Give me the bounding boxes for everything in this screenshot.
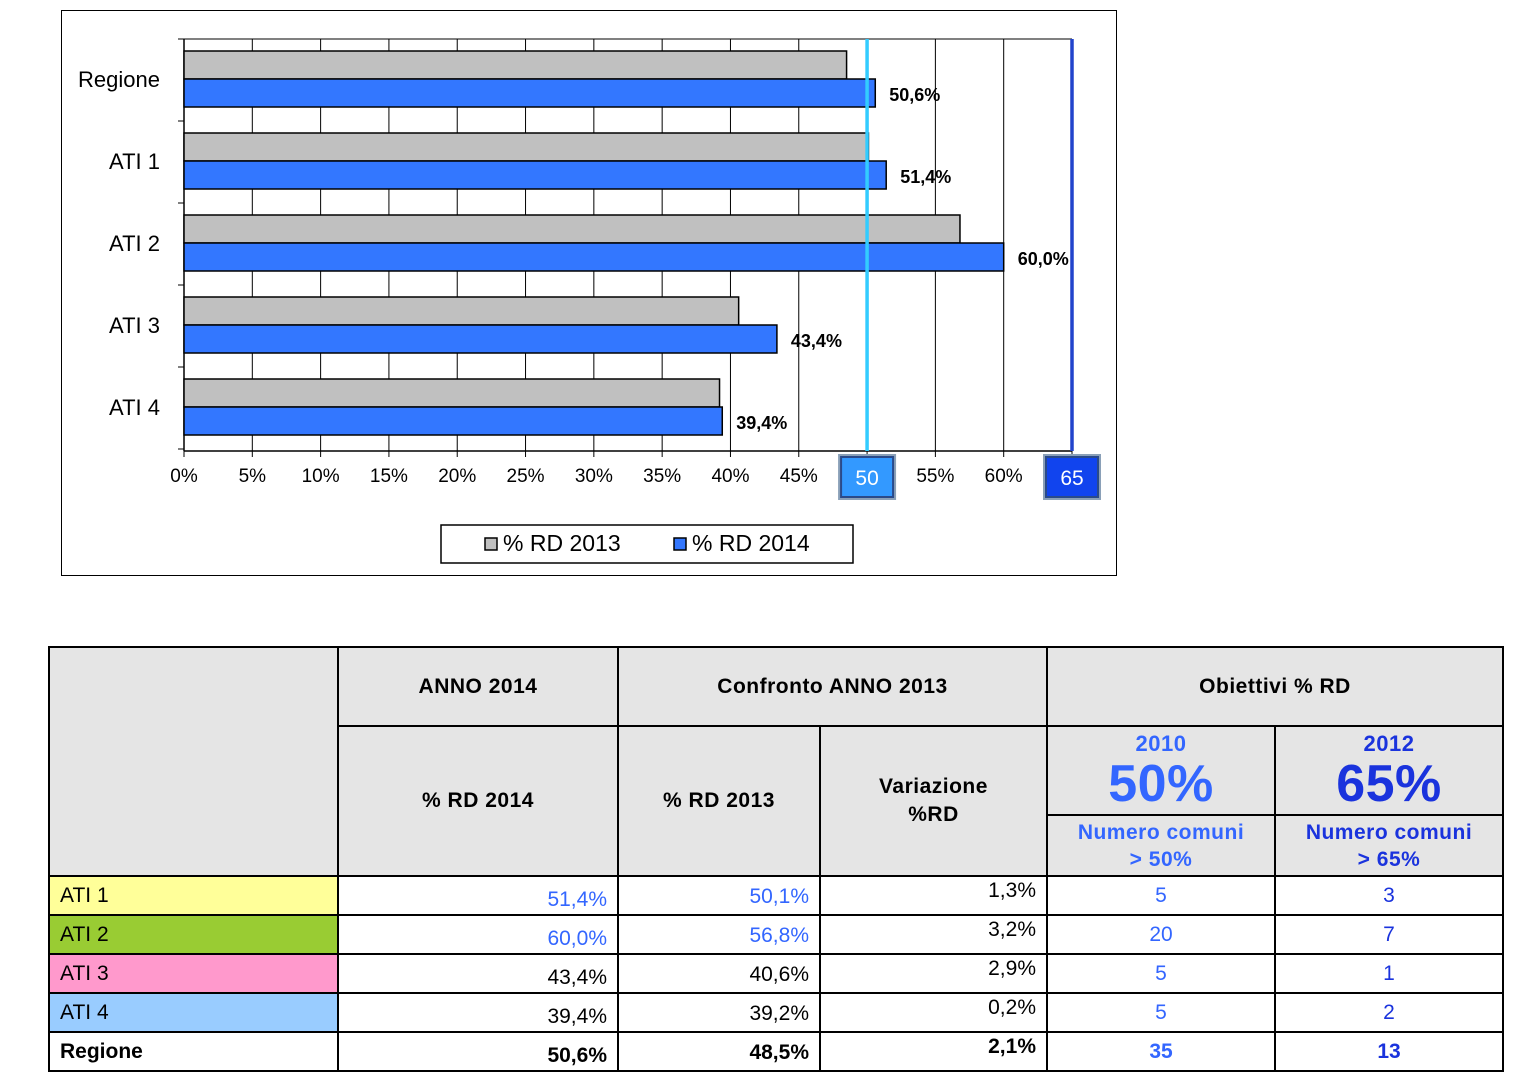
objective-2012-year: 2012 xyxy=(1363,730,1415,756)
category-label: ATI 3 xyxy=(109,313,160,338)
data-label: 60,0% xyxy=(1018,249,1069,269)
category-label: ATI 1 xyxy=(109,149,160,174)
header-empty-cell xyxy=(48,646,339,877)
header-objective-2010: 2010 50% Numero comuni > 50% xyxy=(1046,725,1276,877)
x-tick-label: 40% xyxy=(711,466,749,487)
row-variazione: 3,2% xyxy=(819,914,1048,955)
legend-box xyxy=(440,524,854,564)
header-variazione-line2: %RD xyxy=(908,803,959,826)
row-name: ATI 4 xyxy=(48,992,339,1033)
bar-2013 xyxy=(183,296,740,326)
x-tick-label: 0% xyxy=(170,466,198,487)
bar-2014 xyxy=(183,406,724,436)
row-count-over-50: 5 xyxy=(1046,953,1276,994)
reference-box-50 xyxy=(840,456,895,498)
row-count-over-65: 2 xyxy=(1274,992,1504,1033)
data-label: 51,4% xyxy=(900,167,951,187)
row-rd-2014: 50,6% xyxy=(337,1031,619,1072)
row-name: ATI 1 xyxy=(48,875,339,916)
header-anno-2014: ANNO 2014 xyxy=(337,646,619,727)
row-count-over-50: 5 xyxy=(1046,875,1276,916)
row-rd-2014: 39,4% xyxy=(337,992,619,1033)
row-name: Regione xyxy=(48,1031,339,1072)
x-tick-label: 25% xyxy=(507,466,545,487)
bar-2013 xyxy=(183,378,721,408)
legend-swatch-2014 xyxy=(673,537,687,551)
objective-2012-percent: 65% xyxy=(1336,754,1442,813)
row-count-over-65: 13 xyxy=(1274,1031,1504,1072)
bar-2013 xyxy=(183,132,870,162)
objective-2012-sub2: > 65% xyxy=(1357,847,1421,871)
category-label: ATI 2 xyxy=(109,231,160,256)
header-objective-2012: 2012 65% Numero comuni > 65% xyxy=(1274,725,1504,877)
legend-label-2014: % RD 2014 xyxy=(692,530,810,556)
reference-box-65 xyxy=(1045,456,1099,498)
bar-2014 xyxy=(183,324,778,354)
reference-label-65: 65 xyxy=(1060,467,1083,490)
bar-2014 xyxy=(183,242,1005,272)
row-rd-2013: 50,1% xyxy=(617,875,821,916)
objective-2010-percent: 50% xyxy=(1108,754,1214,813)
data-label: 39,4% xyxy=(736,413,787,433)
row-count-over-65: 1 xyxy=(1274,953,1504,994)
x-tick-label: 55% xyxy=(916,466,954,487)
table-body: ATI 1 51,4% 50,1% 1,3% 5 3 ATI 2 60,0% 56,8% 3,2%… xyxy=(48,875,1504,1072)
bar-2013 xyxy=(183,50,848,80)
table-row: ATI 1 51,4% 50,1% 1,3% 5 3 xyxy=(48,875,1504,916)
row-rd-2013: 40,6% xyxy=(617,953,821,994)
row-count-over-65: 7 xyxy=(1274,914,1504,955)
bar-2014 xyxy=(183,160,887,190)
chart-frame: 50,6% Regione 51,4% ATI 1 60,0% ATI 2 43,4% ATI… xyxy=(61,10,1117,576)
table-row: Regione 50,6% 48,5% 2,1% 35 13 xyxy=(48,1031,1504,1072)
legend-swatch-2013 xyxy=(484,537,498,551)
data-label: 43,4% xyxy=(791,331,842,351)
header-rd-2014: % RD 2014 xyxy=(337,725,619,877)
row-variazione: 0,2% xyxy=(819,992,1048,1033)
row-variazione: 1,3% xyxy=(819,875,1048,916)
row-variazione: 2,9% xyxy=(819,953,1048,994)
x-tick-label: 15% xyxy=(370,466,408,487)
rd-summary-table: ANNO 2014 Confronto ANNO 2013 Obiettivi … xyxy=(48,646,1504,1072)
legend-label-2013: % RD 2013 xyxy=(503,530,621,556)
header-confronto-2013: Confronto ANNO 2013 xyxy=(617,646,1048,727)
bar-2014 xyxy=(183,78,877,108)
header-variazione-line1: Variazione xyxy=(879,775,988,798)
row-rd-2013: 56,8% xyxy=(617,914,821,955)
x-tick-label: 30% xyxy=(575,466,613,487)
row-variazione: 2,1% xyxy=(819,1031,1048,1072)
table-row: ATI 2 60,0% 56,8% 3,2% 20 7 xyxy=(48,914,1504,955)
row-rd-2013: 39,2% xyxy=(617,992,821,1033)
objective-2010-sub1: Numero comuni xyxy=(1077,820,1245,844)
x-tick-label: 35% xyxy=(643,466,681,487)
row-count-over-50: 35 xyxy=(1046,1031,1276,1072)
objective-2012-sub1: Numero comuni xyxy=(1305,820,1473,844)
x-tick-label: 45% xyxy=(780,466,818,487)
row-name: ATI 3 xyxy=(48,953,339,994)
bar-2013 xyxy=(183,214,961,244)
category-label: Regione xyxy=(78,67,160,92)
objective-2010-sub2: > 50% xyxy=(1129,847,1193,871)
row-rd-2014: 43,4% xyxy=(337,953,619,994)
bar-chart: 50,6% Regione 51,4% ATI 1 60,0% ATI 2 43,4% ATI… xyxy=(78,38,1101,564)
row-count-over-50: 20 xyxy=(1046,914,1276,955)
header-rd-2013: % RD 2013 xyxy=(617,725,821,877)
row-rd-2013: 48,5% xyxy=(617,1031,821,1072)
x-tick-label: 20% xyxy=(438,466,476,487)
x-tick-label: 5% xyxy=(239,466,267,487)
row-rd-2014: 51,4% xyxy=(337,875,619,916)
category-label: ATI 4 xyxy=(109,395,160,420)
table-row: ATI 4 39,4% 39,2% 0,2% 5 2 xyxy=(48,992,1504,1033)
header-obiettivi: Obiettivi % RD xyxy=(1046,646,1504,727)
table-row: ATI 3 43,4% 40,6% 2,9% 5 1 xyxy=(48,953,1504,994)
reference-label-50: 50 xyxy=(855,467,878,490)
row-rd-2014: 60,0% xyxy=(337,914,619,955)
x-tick-label: 60% xyxy=(985,466,1023,487)
row-name: ATI 2 xyxy=(48,914,339,955)
header-variazione: Variazione %RD xyxy=(819,725,1048,877)
objective-2010-year: 2010 xyxy=(1135,730,1187,756)
row-count-over-50: 5 xyxy=(1046,992,1276,1033)
x-tick-label: 10% xyxy=(302,466,340,487)
data-label: 50,6% xyxy=(889,85,940,105)
row-count-over-65: 3 xyxy=(1274,875,1504,916)
